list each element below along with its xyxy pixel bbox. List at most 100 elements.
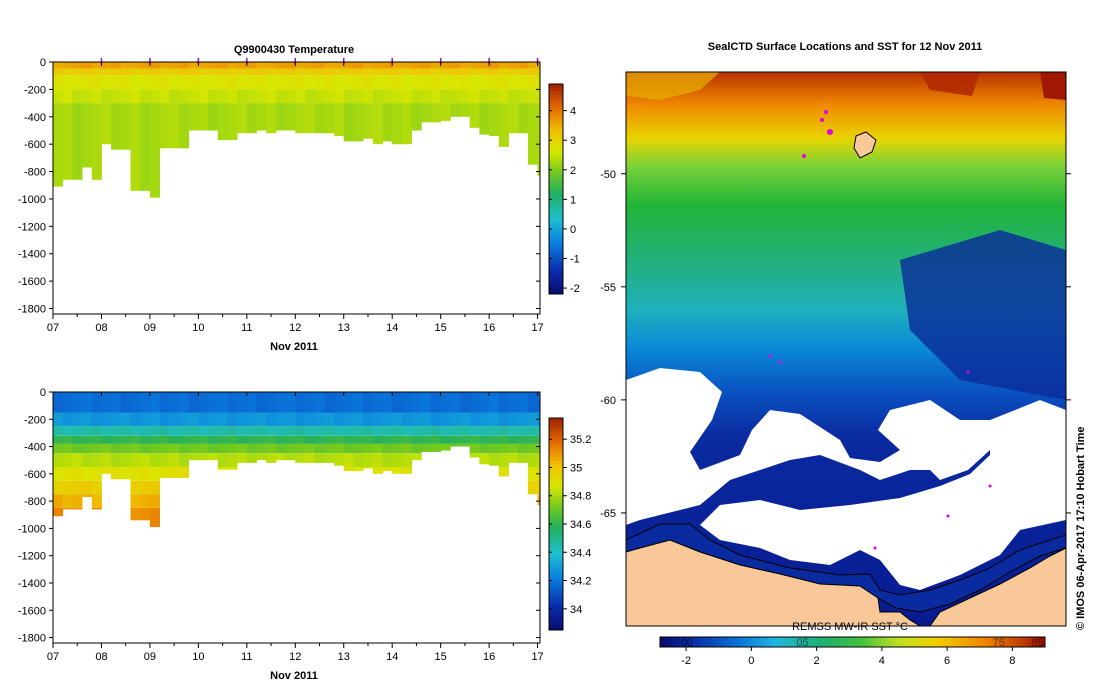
island-feature [853,131,877,159]
section-cell [82,68,93,76]
section-cell [120,103,131,150]
section-cell [179,453,190,467]
colorbar-swatch [549,538,563,543]
section-cell [421,75,432,90]
section-cell [421,443,432,452]
colorbar-swatch [549,126,563,130]
section-cell [334,443,345,454]
section-cell [101,467,112,474]
colorbar-swatch [549,591,563,596]
section-cell [179,467,190,478]
section-cell [460,68,471,76]
y-tick-label: -600 [24,139,46,151]
colorbar-tick-label: 34.4 [570,547,591,559]
temperature-x-axis: 07 08 09 10 11 12 13 14 15 16 17 [47,62,544,334]
colorbar-swatch [549,182,563,186]
colorbar-swatch [549,196,563,200]
section-cell [217,426,228,436]
section-cell [72,392,83,413]
antarctic-land [625,539,922,627]
section-cell [489,443,500,454]
section-cell [421,392,432,413]
section-cell [431,75,442,90]
section-cell [314,435,325,444]
section-cell [101,426,112,436]
colorbar-swatch [549,119,563,123]
section-cell [179,392,190,413]
section-cell [217,467,228,470]
section-cell [111,89,122,104]
section-cell [169,62,180,69]
section-cell [188,103,199,131]
section-cell [188,75,199,90]
section-cell [198,426,209,436]
section-cell [498,68,509,76]
section-cell [256,443,267,454]
section-cell [256,62,267,69]
section-cell [537,75,541,90]
section-cell [431,89,442,104]
section-cell [527,62,538,69]
section-cell [111,62,122,69]
section-cell [237,103,248,134]
section-cell [440,392,451,413]
section-cell [217,62,228,69]
section-cell [120,467,131,480]
section-cell [246,75,257,90]
section-cell [208,392,219,413]
section-cell [149,412,160,427]
section-cell [469,443,480,454]
sst-colorbar-overlay-label: 85 [1031,637,1043,649]
colorbar-swatch [549,115,563,120]
section-cell [130,426,141,436]
section-cell [479,103,490,135]
colorbar-swatch [549,453,563,458]
section-cell [363,68,374,76]
section-cell [469,426,480,436]
section-cell [295,426,306,436]
section-cell [421,435,432,444]
section-cell [130,62,141,69]
colorbar-swatch [549,210,563,214]
colorbar-swatch [549,622,563,627]
section-cell [140,426,151,436]
section-cell [343,435,354,444]
colorbar-swatch [549,112,563,116]
sst-warm-patch-top-left [626,72,720,100]
colorbar-tick-label: 35.2 [570,434,591,446]
colorbar-tick-label: 3 [570,135,576,147]
section-cell [401,75,412,90]
section-cell [62,103,73,180]
section-cell [149,89,160,104]
section-cell [285,75,296,90]
section-cell [401,467,412,474]
section-cell [479,68,490,76]
section-cell [460,412,471,427]
section-cell [343,467,354,472]
y-tick-label: -600 [24,469,46,481]
section-cell [479,392,490,413]
section-cell [508,89,519,104]
section-cell [450,443,461,447]
colorbar-swatch [549,566,563,571]
colorbar-swatch [549,499,563,504]
colorbar-swatch [549,478,563,483]
section-cell [275,68,286,76]
sst-colorbar-label: REMSS MW-IR SST °C [792,621,908,633]
section-cell [343,443,354,454]
colorbar-swatch [549,91,563,95]
colorbar-swatch [549,418,563,422]
section-cell [149,392,160,413]
section-cell [198,89,209,104]
section-cell [140,89,151,104]
section-cell [188,443,199,454]
section-cell [401,412,412,427]
colorbar-swatch [549,224,563,228]
section-cell [353,443,364,454]
section-cell [411,68,422,76]
section-cell [343,453,354,467]
section-cell [227,68,238,76]
section-cell [72,508,83,510]
section-cell [295,412,306,427]
x-tick-label: 08 [95,651,107,663]
